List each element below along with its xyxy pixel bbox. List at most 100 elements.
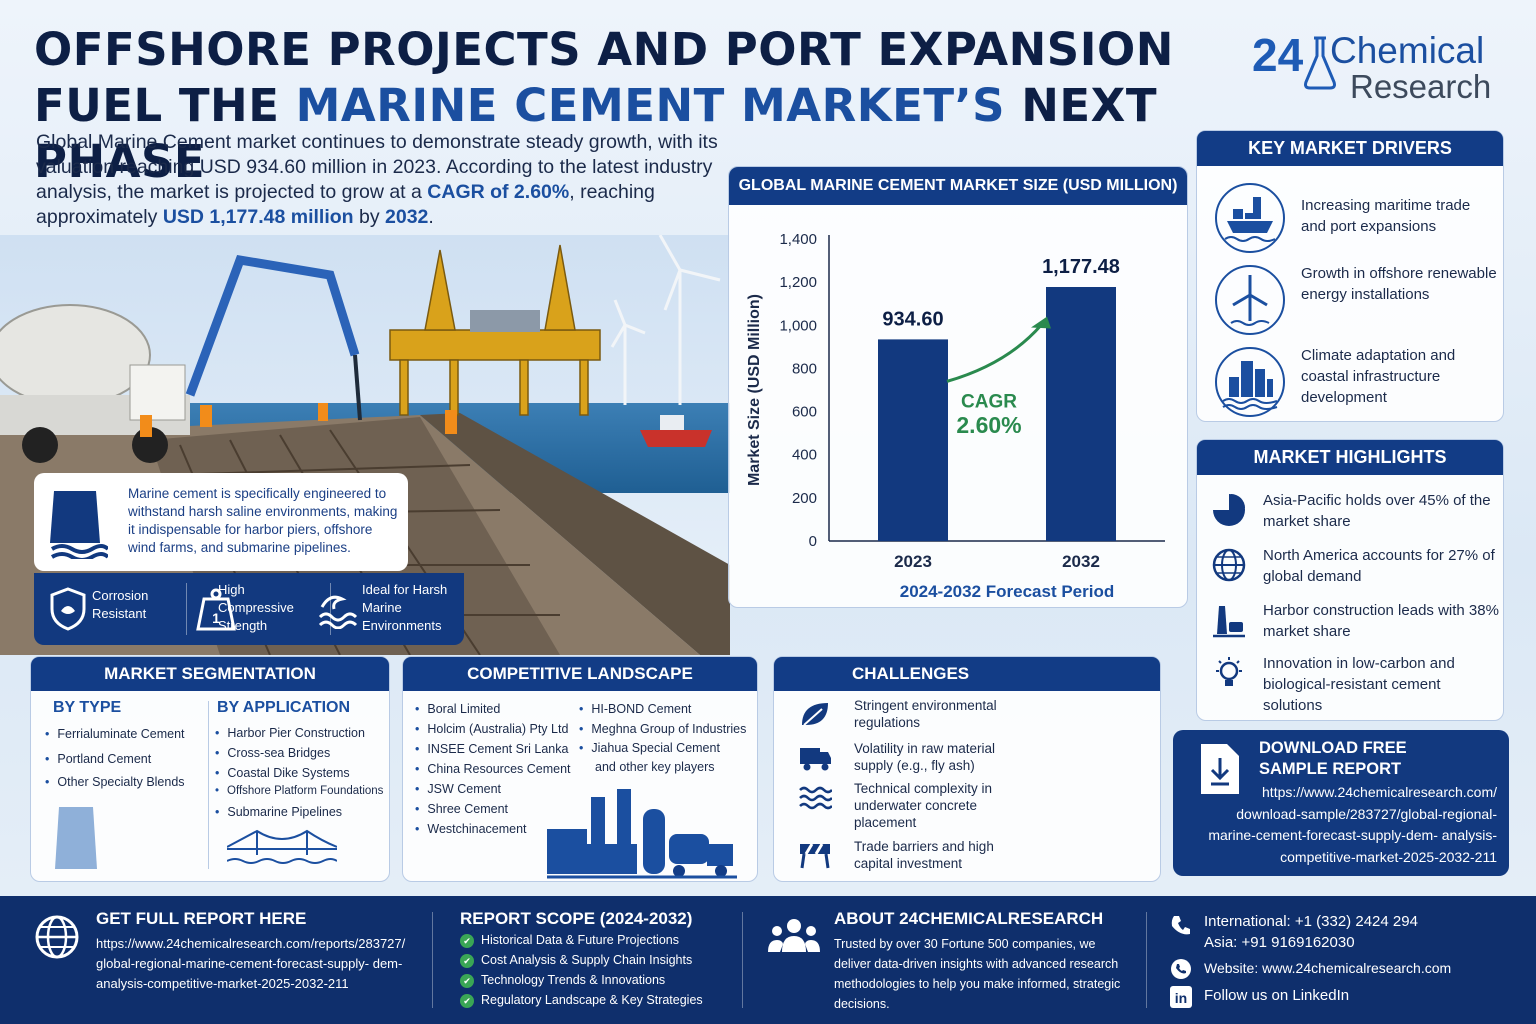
company-item: Holcim (Australia) Pty Ltd [415,722,568,736]
download-title-line: SAMPLE REPORT [1259,760,1402,778]
application-item: Harbor Pier Construction [215,726,365,740]
intro-text: . [428,206,434,228]
driver-item: Climate adaptation and coastal infrastru… [1197,341,1505,421]
challenge-text: Technical complexity in underwater concr… [854,781,993,830]
footer-divider [1146,912,1147,1008]
type-item: Ferrialuminate Cement [45,727,184,741]
column-divider [208,701,209,869]
title-highlight: MARINE CEMENT MARKET’S [295,79,1006,132]
company-item: HI-BOND Cement [579,702,691,716]
phone-international[interactable]: International: +1 (332) 2424 294 [1204,913,1418,930]
about-text: Trusted by over 30 Fortune 500 companies… [834,937,1121,1011]
feature-corrosion-label: Corrosion Resistant [92,588,149,621]
truck-icon [800,748,831,771]
website-link[interactable]: Website: www.24chemicalresearch.com [1204,960,1452,976]
feature-divider [330,583,331,635]
driver-item: Increasing maritime trade and port expan… [1197,177,1505,257]
company-item: China Resources Cement [415,762,570,776]
intro-text: Global Marine Cement market continues to… [36,131,718,203]
cagr-value: 2.60% [956,412,1021,438]
company-item: Meghna Group of Industries [579,722,746,736]
factory-icon [547,789,737,879]
logo-number: 24 [1252,29,1304,81]
cement-bag-icon [55,807,97,869]
competitive-title: COMPETITIVE LANDSCAPE [403,657,757,691]
download-url-link[interactable]: https://www.24chemicalresearch.com/ down… [1208,784,1497,865]
segmentation-title: MARKET SEGMENTATION [31,657,389,691]
challenge-text: Trade barriers and high capital investme… [854,839,994,871]
feature-divider [186,583,187,635]
intro-text: by [353,206,385,228]
title-part: NEXT PHASE [34,79,1158,188]
challenge-text: Stringent environmental regulations [854,698,997,730]
company-item: Westchinacement [415,822,526,836]
x-tick-label: 2032 [1062,552,1100,571]
market-highlights-panel: MARKET HIGHLIGHTS Asia-Pacific holds ove… [1196,439,1504,721]
y-axis-label: Market Size (USD Million) [746,294,763,486]
shield-icon [50,587,86,631]
feature-marine-label: Ideal for Harsh Marine Environments [362,582,448,633]
type-item: Portland Cement [45,752,151,766]
y-tick-label: 200 [792,490,817,507]
driver-text: Growth in offshore renewable energy inst… [1301,265,1497,303]
title-part: FUEL THE [34,79,296,132]
company-logo[interactable]: 24 Chemical Research [1252,28,1512,108]
globe-icon [1212,548,1246,582]
marine-cement-note: Marine cement is specifically engineered… [34,473,408,571]
bar-2023 [878,339,948,541]
barrier-icon [800,843,830,869]
y-tick-label: 1,000 [779,317,817,334]
pie-chart-icon [1213,494,1245,526]
linkedin-link[interactable]: Follow us on LinkedIn [1204,987,1350,1004]
scope-item: Regulatory Landscape & Key Strategies [460,993,703,1008]
intro-usd: USD 1,177.48 million [162,206,354,228]
competitive-landscape-panel: COMPETITIVE LANDSCAPE Boral Limited Holc… [402,656,758,882]
y-tick-label: 1,400 [779,231,817,248]
footer-divider [432,912,433,1008]
application-item: Coastal Dike Systems [215,766,349,780]
intro-cagr: CAGR of 2.60% [427,181,570,203]
highlight-text: Innovation in low-carbon and biological-… [1263,655,1455,714]
full-report-link[interactable]: https://www.24chemicalresearch.com/repor… [96,936,406,991]
chart-title: GLOBAL MARINE CEMENT MARKET SIZE (USD MI… [729,167,1187,205]
scope-item: Cost Analysis & Supply Chain Insights [460,953,692,968]
cagr-arrow-head [1031,316,1051,329]
highlight-text: Harbor construction leads with 38% marke… [1263,602,1499,640]
application-item: Offshore Platform Foundations [215,785,383,797]
y-tick-label: 400 [792,447,817,464]
wind-turbine-icon [1215,265,1285,335]
intro-paragraph: Global Marine Cement market continues to… [36,130,726,230]
water-icon [799,786,832,810]
by-type-heading: BY TYPE [53,699,122,716]
highlight-text: North America accounts for 27% of global… [1263,547,1495,585]
phone-asia[interactable]: Asia: +91 9169162030 [1204,934,1355,951]
feature-strength-label: High Compressive Strength [218,582,294,633]
bridge-icon [227,829,337,864]
city-icon [1215,347,1285,417]
other-players-text: and other key players [595,760,715,774]
highlights-title: MARKET HIGHLIGHTS [1197,440,1503,475]
application-item: Submarine Pipelines [215,805,342,819]
weight-icon: 1 [196,588,236,631]
driver-text: Climate adaptation and coastal infrastru… [1301,347,1456,406]
cagr-arrow [946,324,1043,383]
market-size-chart: 0 200 400 600 800 1,000 1,200 1,400 Market Size … [746,231,1165,601]
bar-2032 [1046,287,1116,541]
download-sample-report-button[interactable]: DOWNLOAD FREE SAMPLE REPORT https://www.… [1173,730,1509,876]
scope-item: Technology Trends & Innovations [460,973,665,988]
full-report-title: GET FULL REPORT HERE [96,909,307,928]
company-item: JSW Cement [415,782,501,796]
logo-word-chemical: Chemical [1330,30,1485,71]
whatsapp-icon [1171,959,1191,979]
download-icon [1201,744,1239,794]
intro-text: , reaching approximately [36,181,655,228]
linkedin-icon: in [1170,986,1192,1008]
globe-icon [35,915,79,959]
intro-year: 2032 [385,206,429,228]
y-tick-label: 600 [792,404,817,421]
logo-word-research: Research [1350,68,1492,105]
footer: GET FULL REPORT HERE https://www.24chemi… [0,896,1536,1024]
title-line-1: OFFSHORE PROJECTS AND PORT EXPANSION [34,23,1174,76]
lightbulb-icon [1216,657,1242,686]
flask-icon [1304,36,1336,90]
